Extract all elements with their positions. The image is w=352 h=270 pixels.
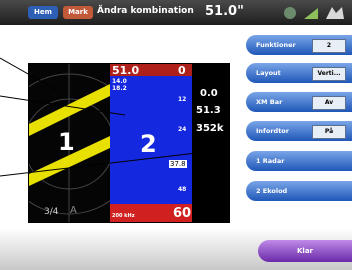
sonar-frequency: 200 kHz xyxy=(112,213,135,219)
callouts xyxy=(0,0,230,200)
radar-mode: A xyxy=(70,205,77,216)
status-icons xyxy=(282,5,350,21)
screen: Hem Mark Ändra kombination 51.0" 1 3/4 A… xyxy=(0,0,352,270)
menu-value: 2 xyxy=(312,39,346,53)
menu-button[interactable]: 1 Radar xyxy=(246,151,352,171)
menu-value: Verti... xyxy=(312,67,346,81)
done-button[interactable]: Klar xyxy=(258,240,352,262)
menu-value: Av xyxy=(312,96,346,110)
radar-range: 3/4 xyxy=(44,207,58,217)
menu-button[interactable]: 2 Ekolod xyxy=(246,181,352,201)
sonar-bottom: 60 xyxy=(173,206,191,221)
menu-value: På xyxy=(312,125,346,139)
